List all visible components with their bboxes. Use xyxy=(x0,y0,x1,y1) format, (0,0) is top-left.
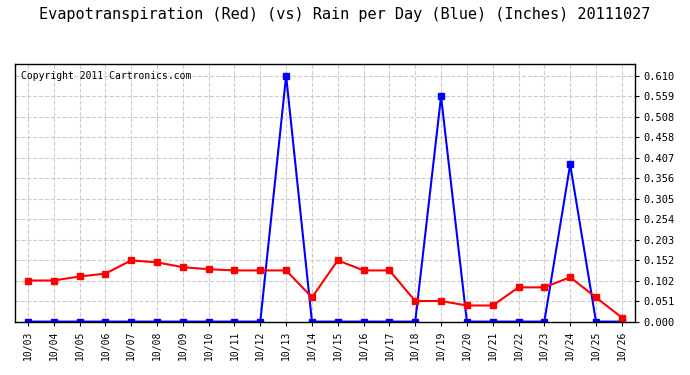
Text: Evapotranspiration (Red) (vs) Rain per Day (Blue) (Inches) 20111027: Evapotranspiration (Red) (vs) Rain per D… xyxy=(39,8,651,22)
Text: Copyright 2011 Cartronics.com: Copyright 2011 Cartronics.com xyxy=(21,72,192,81)
